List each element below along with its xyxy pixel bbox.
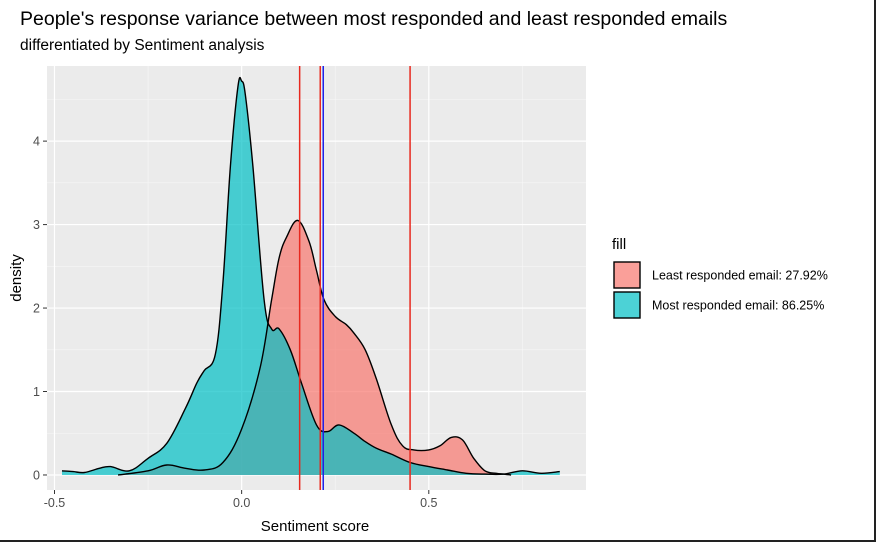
chart-title: People's response variance between most …: [20, 8, 728, 30]
x-tick-label: 0.5: [420, 496, 437, 510]
reference-lines: [298, 66, 411, 490]
x-tick-label: 0.0: [233, 496, 250, 510]
y-tick-label: 1: [33, 385, 40, 399]
legend-title: fill: [612, 236, 626, 253]
legend-label: Most responded email: 86.25%: [652, 299, 824, 313]
grid-minor: [47, 66, 586, 490]
legend-key: [613, 261, 641, 289]
y-axis-title: density: [8, 254, 25, 302]
legend-label: Least responded email: 27.92%: [652, 269, 828, 283]
y-tick-label: 4: [33, 135, 40, 149]
axes: -0.5 0.0 0.5 0 1 2 3 4: [33, 135, 437, 510]
x-tick-label: -0.5: [44, 496, 66, 510]
density-most-responded-outline: [61, 76, 560, 476]
y-tick-label: 3: [33, 218, 40, 232]
x-axis-title: Sentiment score: [261, 518, 369, 535]
legend: fill Least responded email: 27.92% Most re…: [612, 236, 828, 319]
density-areas: [61, 76, 560, 476]
y-tick-label: 0: [33, 468, 40, 482]
density-least-responded-area: [118, 220, 512, 475]
y-tick-label: 2: [33, 302, 40, 316]
chart-subtitle: differentiated by Sentiment analysis: [20, 37, 265, 54]
legend-key: [613, 291, 641, 319]
density-least-responded-outline: [117, 219, 512, 476]
